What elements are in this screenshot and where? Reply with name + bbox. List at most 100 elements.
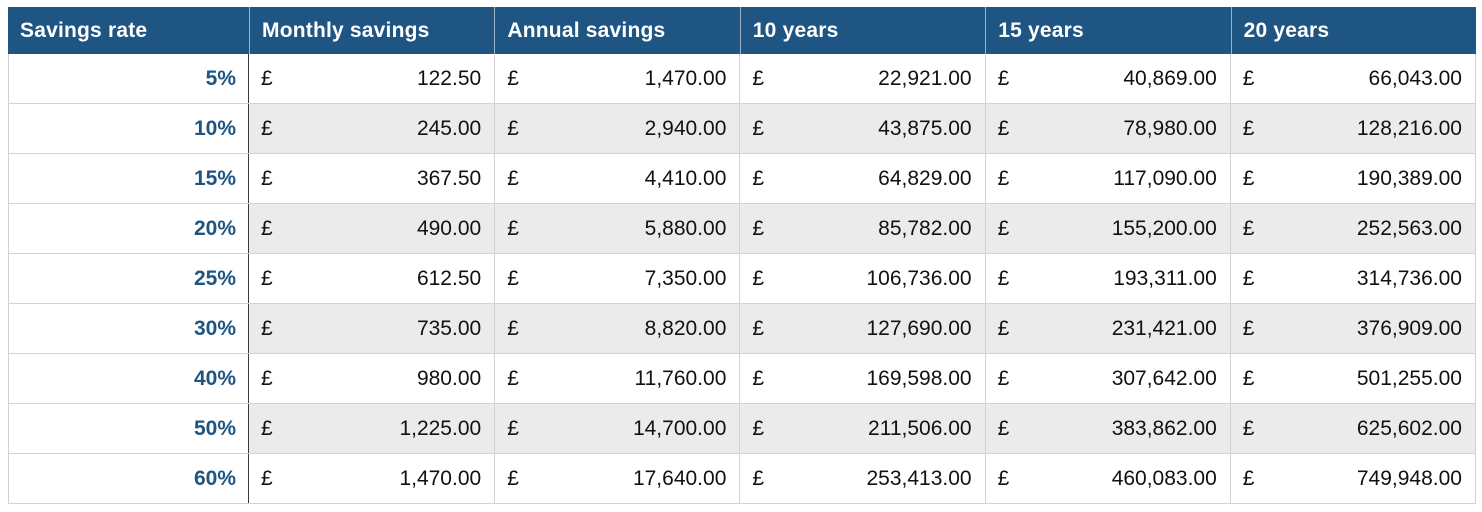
ten-years-cell: £64,829.00	[739, 154, 984, 203]
currency-symbol: £	[997, 366, 1010, 390]
twenty-years-cell: £376,909.00	[1229, 304, 1475, 353]
currency-symbol: £	[1242, 466, 1255, 490]
fifteen-years-cell: £117,090.00	[984, 154, 1230, 203]
currency-symbol: £	[752, 266, 765, 290]
annual-savings-cell: £11,760.00	[494, 354, 739, 403]
currency-symbol: £	[507, 416, 519, 440]
currency-symbol: £	[1242, 116, 1255, 140]
twenty-years-cell: £66,043.00	[1229, 54, 1475, 103]
header-20-years: 20 years	[1230, 7, 1476, 54]
amount-value: 106,736.00	[866, 266, 972, 290]
savings-rate-cell: 50%	[9, 404, 249, 453]
twenty-years-cell: £749,948.00	[1229, 454, 1475, 503]
amount-value: 735.00	[416, 316, 482, 340]
savings-rate-cell: 20%	[9, 204, 249, 253]
amount-value: 231,421.00	[1111, 316, 1217, 340]
amount-value: 4,410.00	[644, 166, 727, 190]
amount-value: 78,980.00	[1123, 116, 1217, 140]
currency-symbol: £	[997, 116, 1010, 140]
currency-symbol: £	[507, 266, 519, 290]
amount-value: 169,598.00	[866, 366, 972, 390]
currency-symbol: £	[261, 166, 273, 190]
table-row: 25% £612.50 £7,350.00 £106,736.00 £193,3…	[9, 254, 1475, 304]
monthly-savings-cell: £122.50	[249, 54, 494, 103]
currency-symbol: £	[997, 316, 1010, 340]
amount-value: 190,389.00	[1356, 166, 1462, 190]
currency-symbol: £	[1242, 166, 1255, 190]
currency-symbol: £	[997, 466, 1010, 490]
currency-symbol: £	[507, 466, 519, 490]
table-row: 5% £122.50 £1,470.00 £22,921.00 £40,869.…	[9, 54, 1475, 104]
twenty-years-cell: £252,563.00	[1229, 204, 1475, 253]
twenty-years-cell: £501,255.00	[1229, 354, 1475, 403]
amount-value: 128,216.00	[1356, 116, 1462, 140]
amount-value: 460,083.00	[1111, 466, 1217, 490]
currency-symbol: £	[507, 366, 519, 390]
currency-symbol: £	[1242, 66, 1255, 90]
amount-value: 253,413.00	[866, 466, 972, 490]
annual-savings-cell: £8,820.00	[494, 304, 740, 353]
currency-symbol: £	[997, 416, 1010, 440]
annual-savings-cell: £4,410.00	[494, 154, 739, 203]
monthly-savings-cell: £1,225.00	[249, 404, 495, 453]
currency-symbol: £	[507, 66, 519, 90]
currency-symbol: £	[997, 266, 1010, 290]
annual-savings-cell: £7,350.00	[494, 254, 739, 303]
amount-value: 66,043.00	[1368, 66, 1462, 90]
currency-symbol: £	[507, 216, 519, 240]
currency-symbol: £	[261, 266, 273, 290]
currency-symbol: £	[752, 66, 765, 90]
annual-savings-cell: £1,470.00	[494, 54, 739, 103]
amount-value: 17,640.00	[632, 466, 727, 490]
currency-symbol: £	[261, 66, 273, 90]
header-savings-rate: Savings rate	[20, 18, 148, 42]
amount-value: 314,736.00	[1356, 266, 1462, 290]
currency-symbol: £	[1242, 416, 1255, 440]
savings-rate-cell: 60%	[9, 454, 249, 503]
amount-value: 8,820.00	[644, 316, 727, 340]
table-row: 15% £367.50 £4,410.00 £64,829.00 £117,09…	[9, 154, 1475, 204]
amount-value: 1,470.00	[644, 66, 727, 90]
amount-value: 383,862.00	[1111, 416, 1217, 440]
amount-value: 117,090.00	[1113, 166, 1217, 190]
fifteen-years-cell: £193,311.00	[984, 254, 1230, 303]
amount-value: 1,470.00	[399, 466, 482, 490]
amount-value: 376,909.00	[1356, 316, 1462, 340]
table-header-row: Savings rate Monthly savings Annual savi…	[8, 7, 1476, 54]
amount-value: 127,690.00	[866, 316, 972, 340]
savings-rate-cell: 25%	[9, 254, 249, 303]
fifteen-years-cell: £40,869.00	[984, 54, 1230, 103]
currency-symbol: £	[261, 466, 273, 490]
fifteen-years-cell: £155,200.00	[984, 204, 1230, 253]
table-row: 50% £1,225.00 £14,700.00 £211,506.00 £38…	[9, 404, 1475, 454]
ten-years-cell: £253,413.00	[739, 454, 984, 503]
ten-years-cell: £43,875.00	[739, 104, 985, 153]
monthly-savings-cell: £1,470.00	[249, 454, 494, 503]
amount-value: 612.50	[416, 266, 482, 290]
ten-years-cell: £127,690.00	[739, 304, 985, 353]
amount-value: 1,225.00	[399, 416, 482, 440]
currency-symbol: £	[997, 216, 1010, 240]
header-monthly-savings: Monthly savings	[249, 7, 494, 54]
currency-symbol: £	[997, 166, 1010, 190]
currency-symbol: £	[1242, 316, 1255, 340]
header-annual-savings: Annual savings	[494, 7, 739, 54]
currency-symbol: £	[1242, 366, 1255, 390]
annual-savings-cell: £5,880.00	[494, 204, 740, 253]
currency-symbol: £	[261, 216, 273, 240]
amount-value: 5,880.00	[644, 216, 727, 240]
savings-rate-cell: 10%	[9, 104, 249, 153]
amount-value: 193,311.00	[1113, 266, 1217, 290]
amount-value: 2,940.00	[644, 116, 727, 140]
amount-value: 40,869.00	[1123, 66, 1217, 90]
amount-value: 64,829.00	[878, 166, 972, 190]
amount-value: 307,642.00	[1111, 366, 1217, 390]
annual-savings-cell: £14,700.00	[494, 404, 740, 453]
table-row: 20% £490.00 £5,880.00 £85,782.00 £155,20…	[9, 204, 1475, 254]
amount-value: 625,602.00	[1356, 416, 1462, 440]
amount-value: 501,255.00	[1356, 366, 1462, 390]
table-row: 10% £245.00 £2,940.00 £43,875.00 £78,980…	[9, 104, 1475, 154]
amount-value: 7,350.00	[644, 266, 727, 290]
monthly-savings-cell: £490.00	[249, 204, 495, 253]
amount-value: 367.50	[416, 166, 482, 190]
